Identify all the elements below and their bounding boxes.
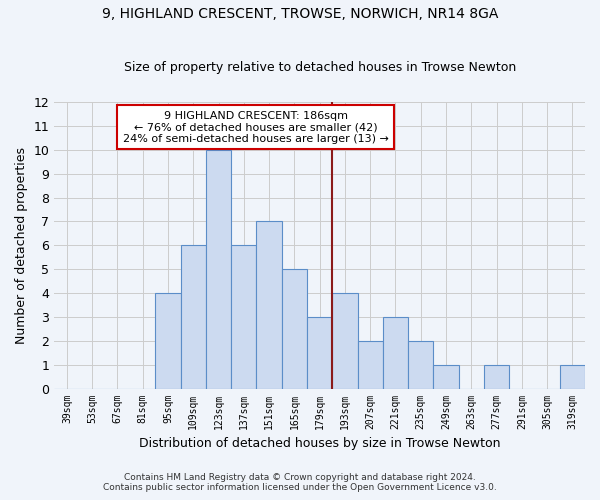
Bar	[484, 364, 509, 388]
Text: 9, HIGHLAND CRESCENT, TROWSE, NORWICH, NR14 8GA: 9, HIGHLAND CRESCENT, TROWSE, NORWICH, N…	[102, 8, 498, 22]
Bar	[206, 150, 231, 388]
Bar	[231, 246, 256, 388]
Bar	[408, 341, 433, 388]
Bar	[282, 269, 307, 388]
Title: Size of property relative to detached houses in Trowse Newton: Size of property relative to detached ho…	[124, 62, 516, 74]
Bar	[256, 222, 282, 388]
Text: 9 HIGHLAND CRESCENT: 186sqm
← 76% of detached houses are smaller (42)
24% of sem: 9 HIGHLAND CRESCENT: 186sqm ← 76% of det…	[123, 110, 389, 144]
Bar	[155, 293, 181, 388]
Y-axis label: Number of detached properties: Number of detached properties	[15, 147, 28, 344]
Bar	[358, 341, 383, 388]
Bar	[560, 364, 585, 388]
Bar	[433, 364, 458, 388]
X-axis label: Distribution of detached houses by size in Trowse Newton: Distribution of detached houses by size …	[139, 437, 500, 450]
Text: Contains HM Land Registry data © Crown copyright and database right 2024.
Contai: Contains HM Land Registry data © Crown c…	[103, 473, 497, 492]
Bar	[332, 293, 358, 388]
Bar	[383, 317, 408, 388]
Bar	[307, 317, 332, 388]
Bar	[181, 246, 206, 388]
